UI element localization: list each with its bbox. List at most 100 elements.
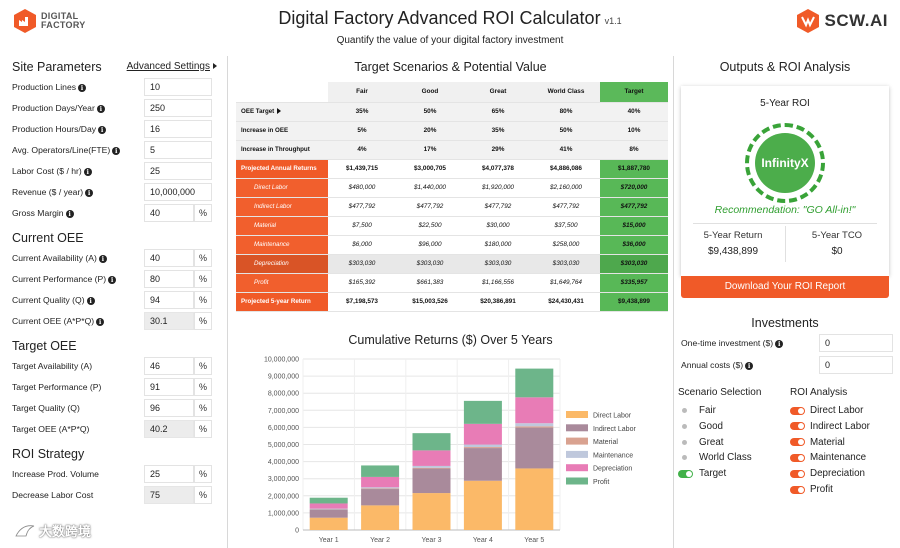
info-icon[interactable]: i — [83, 167, 92, 176]
scenario-option-fair[interactable]: Fair — [679, 403, 716, 418]
roi-option-maintenance[interactable]: Maintenance — [790, 450, 866, 465]
unit-label: % — [194, 464, 212, 483]
field-label-text: Production Days/Year — [12, 102, 95, 113]
labor-cost-hr-input[interactable]: 25 — [144, 161, 212, 180]
roi-option-profit[interactable]: Profit — [790, 482, 833, 497]
annual-costs-label-text: Annual costs ($) — [681, 360, 744, 370]
production-hours-day-input[interactable]: 16 — [144, 119, 212, 138]
field-row-labor-cost-hr: Labor Cost ($ / hr) i 25 — [12, 160, 217, 181]
info-icon[interactable]: i — [775, 340, 784, 348]
cell-fair: $7,500 — [328, 216, 396, 236]
roi-label: 5-Year ROI — [760, 98, 810, 109]
field-label: Target OEE (A*P*Q) — [12, 424, 144, 434]
cell-great: $4,077,378 — [464, 159, 532, 179]
target-performance-p-input[interactable]: 91 — [144, 377, 194, 396]
toggle-on-icon — [678, 469, 693, 478]
y-tick-label: 0 — [295, 528, 299, 535]
gross-margin-input[interactable]: 40 — [144, 203, 194, 222]
field-label-text: Current Availability (A) — [12, 252, 97, 263]
field-label: Avg. Operators/Line(FTE) i — [12, 145, 144, 155]
field-row-target-quality-q: Target Quality (Q) 96% — [12, 397, 217, 418]
unit-label: % — [194, 290, 212, 309]
unit-label: % — [194, 269, 212, 288]
info-icon[interactable]: i — [96, 104, 105, 113]
cell-fair: 4% — [328, 140, 396, 160]
cell-good: $477,792 — [396, 197, 464, 217]
row-label: Increase in Throughput — [236, 140, 328, 160]
scenario-option-target[interactable]: Target — [678, 466, 726, 481]
cell-target: $477,792 — [600, 197, 668, 217]
roi-option-indirect-labor[interactable]: Indirect Labor — [790, 419, 870, 434]
info-icon[interactable]: i — [745, 362, 754, 370]
tco-label: 5-Year TCO — [811, 230, 863, 241]
download-report-button[interactable]: Download Your ROI Report — [681, 276, 889, 298]
toggle-on-icon — [790, 485, 805, 494]
target-availability-a-input[interactable]: 46 — [144, 356, 194, 375]
scenario-option-good[interactable]: Good — [679, 419, 723, 434]
info-icon[interactable]: i — [86, 296, 95, 305]
roi-card: 5-Year ROI InfinityX Recommendation: "GO… — [681, 86, 889, 276]
cell-fair: 5% — [328, 121, 396, 141]
field-label-text: Current Quality (Q) — [12, 294, 85, 305]
info-icon[interactable]: i — [96, 317, 105, 326]
cell-world-class: $24,430,431 — [532, 292, 600, 312]
field-label: Current Quality (Q) i — [12, 295, 144, 305]
production-days-year-input[interactable]: 250 — [144, 98, 212, 117]
cell-great: $30,000 — [464, 216, 532, 236]
current-quality-q-input[interactable]: 94 — [144, 290, 194, 309]
current-oee-a-p-q-input: 30.1 — [144, 311, 194, 330]
annual-costs-input[interactable]: 0 — [819, 356, 893, 374]
right-panel: Outputs & ROI Analysis — [680, 56, 890, 76]
column-header-great: Great — [464, 82, 532, 103]
production-lines-input[interactable]: 10 — [144, 77, 212, 96]
scenario-option-great[interactable]: Great — [679, 435, 724, 450]
row-label-text: Increase in OEE — [241, 127, 289, 134]
toggle-on-icon — [790, 422, 805, 431]
field-row-current-oee-a-p-q: Current OEE (A*P*Q) i 30.1% — [12, 310, 217, 331]
info-icon[interactable]: i — [78, 83, 87, 92]
site-fields: Production Lines i 10 Production Days/Year i… — [12, 76, 217, 223]
return-label: 5-Year Return — [703, 230, 763, 241]
info-icon[interactable]: i — [108, 275, 117, 284]
y-tick-label: 2,000,000 — [268, 493, 299, 500]
revenue-year-input[interactable]: 10,000,000 — [144, 182, 212, 201]
bar-segment-maintenance — [412, 465, 451, 468]
row-label-text: Indirect Labor — [254, 203, 292, 210]
row-label: Material — [236, 216, 328, 236]
field-row-production-hours-day: Production Hours/Day i 16 — [12, 118, 217, 139]
row-label-text: Projected Annual Returns — [241, 165, 317, 172]
cell-good: 17% — [396, 140, 464, 160]
roi-option-depreciation[interactable]: Depreciation — [790, 466, 865, 481]
one-time-investment-input[interactable]: 0 — [819, 334, 893, 352]
info-icon[interactable]: i — [112, 146, 121, 155]
cell-great: $180,000 — [464, 235, 532, 255]
avg-operators-line-fte-input[interactable]: 5 — [144, 140, 212, 159]
info-icon[interactable]: i — [85, 188, 94, 197]
cell-target: $303,030 — [600, 254, 668, 274]
roi-gauge: InfinityX — [745, 123, 825, 203]
bullet-icon — [682, 423, 687, 429]
cell-good: $22,500 — [396, 216, 464, 236]
roi-option-material[interactable]: Material — [790, 435, 845, 450]
info-icon[interactable]: i — [65, 209, 74, 218]
row-label[interactable]: OEE Target — [236, 102, 328, 122]
site-parameters-title: Site Parameters — [12, 60, 102, 74]
info-icon[interactable]: i — [98, 125, 107, 134]
roi-option-direct-labor[interactable]: Direct Labor — [790, 403, 863, 418]
toggle-on-icon — [790, 406, 805, 415]
cell-fair: $7,198,573 — [328, 292, 396, 312]
cumulative-returns-chart: 0 1,000,000 2,000,000 3,000,000 4,000,000 5,0… — [264, 357, 637, 545]
advanced-settings-link[interactable]: Advanced Settings — [127, 61, 217, 72]
target-oee-fields: Target Availability (A) 46% Target Perform… — [12, 355, 217, 439]
current-availability-a-input[interactable]: 40 — [144, 248, 194, 267]
field-label-text: Target Quality (Q) — [12, 402, 80, 413]
scenario-option-world-class[interactable]: World Class — [679, 450, 752, 465]
row-label-text: Direct Labor — [254, 184, 288, 191]
current-performance-p-input[interactable]: 80 — [144, 269, 194, 288]
field-label: Target Performance (P) — [12, 382, 144, 392]
y-tick-label: 6,000,000 — [268, 425, 299, 432]
info-icon[interactable]: i — [98, 254, 107, 263]
cell-world-class: $1,649,764 — [532, 273, 600, 293]
increase-prod-volume-input[interactable]: 25 — [144, 464, 194, 483]
target-quality-q-input[interactable]: 96 — [144, 398, 194, 417]
